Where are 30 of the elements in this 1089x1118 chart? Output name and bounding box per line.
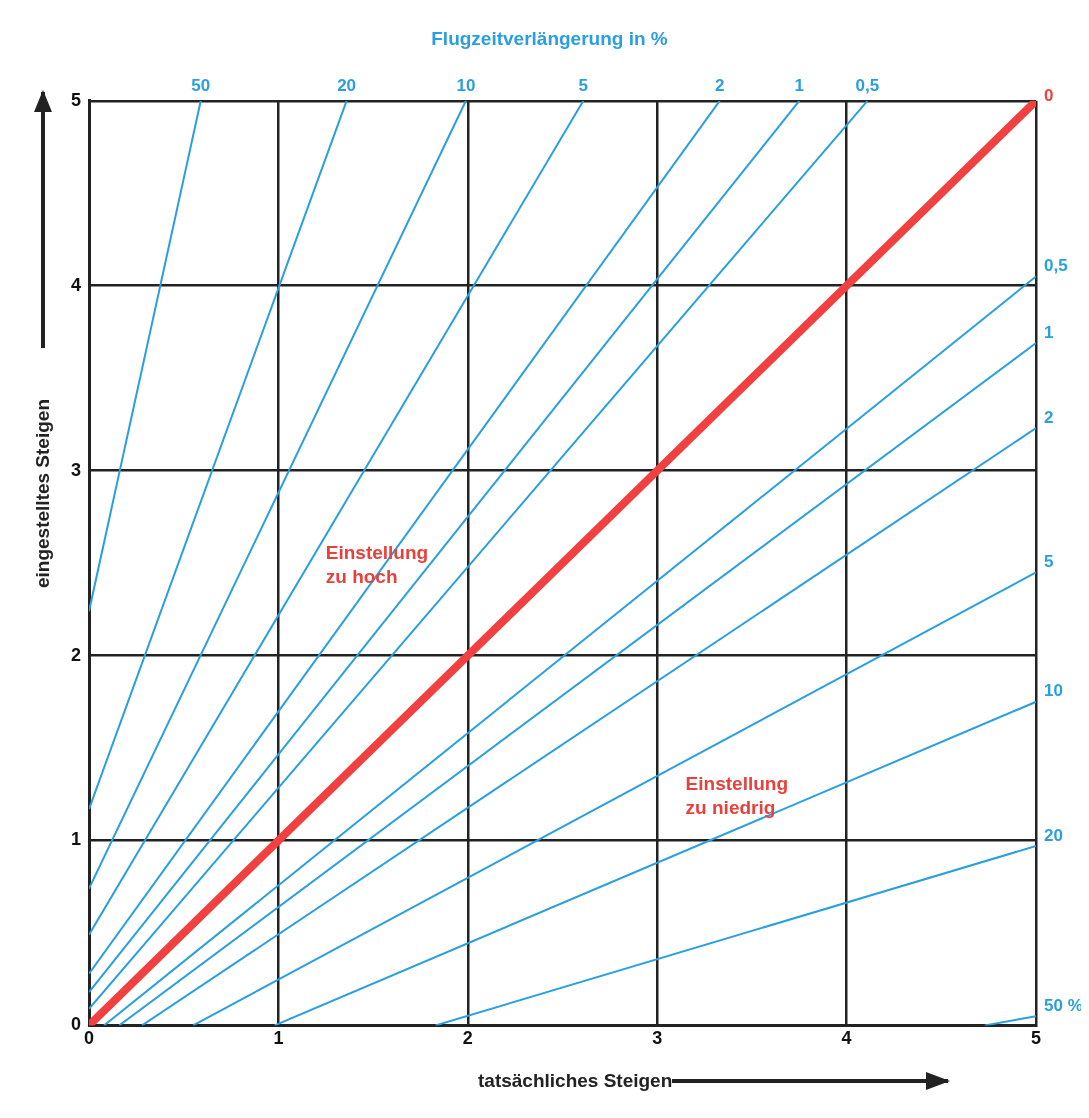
series-label: 2 [1044, 407, 1054, 427]
series-label: 1 [794, 75, 804, 95]
series-label: 5 [1044, 552, 1054, 572]
series-label: 0,5 [1044, 256, 1068, 276]
series-label: 0 [1044, 86, 1054, 106]
series-label: 20 [337, 75, 357, 95]
x-tick-label: 1 [273, 1028, 284, 1049]
series-label: 50 [191, 75, 211, 95]
series-label: 0,5 [855, 75, 880, 95]
series-label: 2 [714, 75, 725, 95]
x-axis-title: tatsächliches Steigen [478, 1070, 673, 1092]
y-tick-label: 4 [71, 274, 82, 295]
series-label: 20 [1044, 825, 1063, 845]
y-axis-title: eingestelltes Steigen [32, 399, 54, 589]
x-tick-label: 0 [84, 1028, 95, 1049]
series-label: 1 [1044, 322, 1054, 342]
y-tick-label: 3 [71, 459, 82, 480]
annotation: Einstellung zu niedrig [685, 773, 789, 819]
x-tick-label: 3 [652, 1028, 663, 1049]
x-tick-label: 4 [841, 1028, 852, 1049]
x-tick-label: 5 [1030, 1028, 1042, 1049]
y-tick-label: 2 [71, 644, 82, 665]
series-label: 10 [456, 75, 476, 95]
series-label: 10 [1044, 681, 1063, 701]
y-tick-label: 1 [71, 829, 82, 850]
series-label: 5 [578, 75, 589, 95]
y-tick-label: 0 [71, 1014, 82, 1035]
y-tick-label: 5 [71, 89, 82, 110]
x-tick-label: 2 [462, 1028, 473, 1049]
chart-title: Flugzeitverlängerung in % [431, 27, 668, 49]
